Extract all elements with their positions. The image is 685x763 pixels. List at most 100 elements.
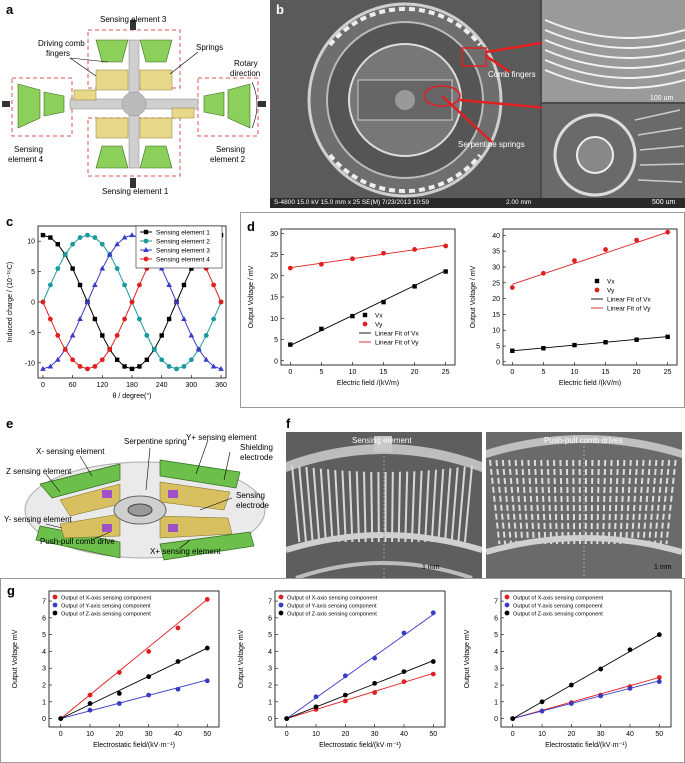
legend-label: Output of Z-axis sensing component [513,612,603,618]
f-scale-left: 1 mm [422,564,440,571]
chart-d1: 0 5 10 15 20 25 0 5 10 15 20 25 30 Electric field /(k… [248,228,456,387]
sem-push-pull-image [486,432,682,578]
panel-label-c: c [6,214,14,229]
panel-label-g: g [7,583,15,598]
data-point [598,666,604,672]
sem-finger [495,459,507,545]
data-point [92,364,98,369]
x-tick-label: 25 [442,369,450,376]
x-tick-label: 360 [215,382,227,389]
data-point [116,691,122,696]
gyroscope-diagram: Sensing element 3 Driving comb fingers S… [2,15,266,196]
fit-line [512,680,660,720]
label-y-minus: Y- sensing element [4,515,73,524]
data-point [572,258,577,264]
data-point [665,334,670,340]
label-rotary: Rotary [234,59,258,68]
label-springs: Springs [196,43,223,52]
data-point [181,364,187,369]
data-point [159,333,164,338]
x-axis-label: Electrostatic field/(kV·m⁻¹) [319,742,401,749]
y-tick-label: 40 [492,233,500,240]
x-tick-label: 30 [597,731,605,738]
data-point [144,357,150,362]
legend-label: Sensing element 3 [156,248,210,255]
y-tick-label: 0 [268,716,272,723]
x-tick-label: 20 [115,731,123,738]
data-point [77,364,83,369]
data-point [412,284,417,289]
y-tick-label: 15 [270,295,278,302]
panel-f: f Sensing element Push-pull comb drives … [282,414,685,578]
data-point [62,252,68,257]
data-point [85,366,90,372]
legend-label: Linear Fit of Vx [607,297,651,304]
sem-finger [602,459,607,545]
data-point [181,316,187,322]
legend-marker [504,610,510,616]
legend-label: Linear Fit of Vy [607,306,651,313]
sem-sensing-element-image [286,432,482,578]
x-tick-label: 5 [319,369,323,376]
data-point [114,357,120,362]
fit-line [60,679,208,720]
legend-marker [594,278,600,284]
x-tick-label: 15 [380,369,388,376]
y-tick-label: 3 [494,666,498,673]
data-point [204,678,210,684]
label-driving-comb-fingers: fingers [46,49,70,58]
fit-line [286,614,434,719]
label-sensing-2-b: element 2 [210,155,246,164]
scale-500um: 500 um [652,199,676,206]
legend-marker [504,594,510,600]
x-tick-label: 240 [156,382,168,389]
sem-finger [319,468,327,543]
sem-finger [298,465,307,543]
chart-g1: 0 10 20 30 40 50 0 1 2 3 4 5 6 7 Electrostatic field/(… [12,590,220,749]
x-axis-label: Electric field /(kV/m) [559,380,621,387]
legend-label: Output of Y-axis sensing component [287,604,377,610]
data-point [443,243,449,249]
fit-line [60,599,208,719]
y-tick-label: 6 [42,615,46,622]
data-point [146,692,152,698]
data-point [603,340,608,345]
panel-label-a: a [6,2,14,17]
data-point [70,357,76,363]
data-point [137,364,142,369]
y-tick-label: 2 [42,683,46,690]
data-point [122,364,127,369]
data-point [372,680,378,686]
sem-finger [565,459,570,545]
data-point [313,694,319,700]
x-tick-label: 50 [203,731,211,738]
sem-finger [648,459,658,545]
sem-finger [327,469,334,543]
legend-label: Sensing element 4 [156,257,210,264]
legend-label: Output of Z-axis sensing component [61,612,151,618]
data-point [92,316,98,322]
legend-marker [278,602,284,608]
label-shielding: Shielding [240,443,273,452]
panel-d: d 0 5 10 15 20 25 0 5 10 15 20 25 30 Electric field /… [240,212,685,408]
label-sensing-2-a: Sensing [216,145,245,154]
data-point [350,256,355,262]
x-tick-label: 15 [602,369,610,376]
y-tick-label: 6 [494,615,498,622]
label-sensing-element-3: Sensing element 3 [100,15,167,24]
data-point [92,235,98,240]
x-tick-label: 0 [510,369,514,376]
panel-e: e [0,414,282,574]
y-tick-label: 35 [492,249,500,256]
legend-label: Output of Y-axis sensing component [61,604,151,610]
fit-line [286,672,434,720]
label-serpentine-spring: Serpentine spring [124,437,187,446]
data-point [99,357,105,363]
data-point [287,265,293,271]
data-point [146,649,152,654]
fit-line [290,270,446,346]
sem-finger [291,464,301,543]
y-tick-label: 0 [274,358,278,365]
sem-finger [437,469,445,543]
data-point [70,266,75,271]
